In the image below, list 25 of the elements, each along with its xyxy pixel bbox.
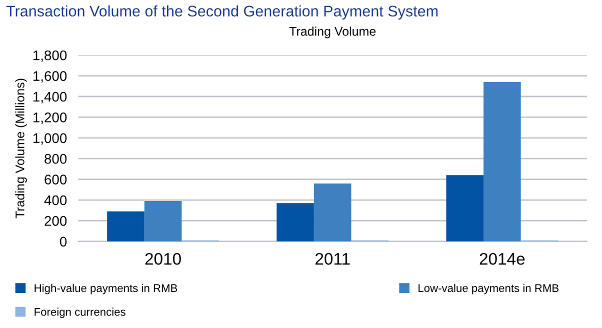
y-tick-label: 1,400 [33, 92, 67, 104]
legend-label: High-value payments in RMB [34, 284, 178, 294]
legend-label: Low-value payments in RMB [418, 284, 559, 294]
y-tick-label: 200 [44, 216, 67, 226]
y-tick-label: 1,800 [33, 50, 67, 62]
bar [276, 203, 314, 242]
bar [107, 211, 144, 242]
y-axis-title: Trading Volume (Millions) [15, 78, 27, 218]
y-tick-label: 1,600 [33, 71, 67, 83]
chart-title: Transaction Volume of the Second Generation Payment System [6, 5, 438, 20]
bar [144, 201, 182, 242]
x-tick-label: 2011 [316, 252, 350, 265]
y-tick-label: 0 [60, 236, 67, 247]
x-tick-label: 2014e [480, 252, 525, 265]
y-tick-label: 800 [44, 154, 67, 164]
x-tick-label: 2010 [145, 252, 181, 265]
bar [314, 183, 352, 242]
bar [484, 82, 521, 242]
y-tick-label: 1,200 [33, 112, 67, 124]
y-tick-label: 400 [44, 195, 67, 206]
chart-subtitle: Trading Volume [289, 26, 376, 38]
legend-label: Foreign currencies [34, 308, 126, 318]
y-tick-label: 600 [44, 174, 67, 184]
bar [446, 175, 484, 242]
y-tick-label: 1,000 [33, 133, 67, 145]
